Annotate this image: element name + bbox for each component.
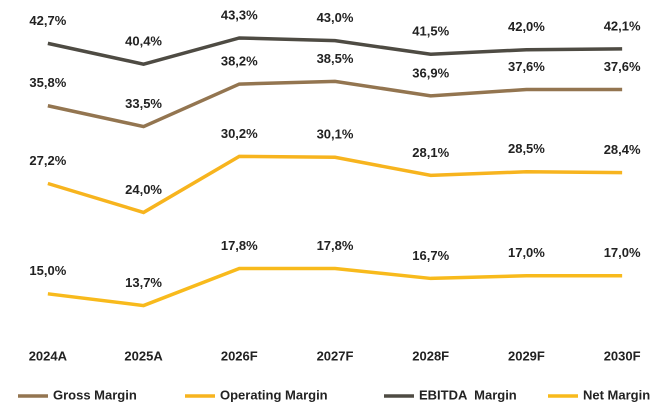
legend-label: EBITDA Margin xyxy=(419,387,517,402)
data-label: 30,1% xyxy=(317,127,354,142)
x-tick-label: 2026F xyxy=(221,348,258,363)
x-tick-label: 2028F xyxy=(412,348,449,363)
data-label: 38,5% xyxy=(317,51,354,66)
data-label: 17,0% xyxy=(604,245,641,260)
data-label: 36,9% xyxy=(412,65,449,80)
data-label: 28,4% xyxy=(604,142,641,157)
data-label: 17,8% xyxy=(317,238,354,253)
legend-label: Net Margin xyxy=(583,387,650,402)
series-line xyxy=(47,79,623,129)
data-label: 38,2% xyxy=(221,54,258,69)
x-tick-label: 2029F xyxy=(508,348,545,363)
x-tick-label: 2027F xyxy=(317,348,354,363)
data-label: 40,4% xyxy=(125,34,162,49)
data-label: 28,5% xyxy=(508,141,545,156)
data-label: 28,1% xyxy=(412,145,449,160)
data-label: 41,5% xyxy=(412,24,449,39)
data-label: 33,5% xyxy=(125,96,162,111)
x-tick-label: 2025A xyxy=(124,348,163,363)
x-tick-label: 2030F xyxy=(604,348,641,363)
data-label: 43,3% xyxy=(221,7,258,22)
data-label: 17,8% xyxy=(221,238,258,253)
series-line xyxy=(47,154,623,215)
legend-label: Gross Margin xyxy=(53,387,137,402)
data-label: 42,7% xyxy=(29,13,66,28)
data-label: 43,0% xyxy=(317,10,354,25)
x-tick-label: 2024A xyxy=(29,348,68,363)
data-label: 24,0% xyxy=(125,182,162,197)
legend-label: Operating Margin xyxy=(220,387,328,402)
data-label: 35,8% xyxy=(29,75,66,90)
series-line xyxy=(47,266,623,308)
series-line xyxy=(47,36,623,66)
data-label: 17,0% xyxy=(508,245,545,260)
data-label: 15,0% xyxy=(29,263,66,278)
data-label: 13,7% xyxy=(125,275,162,290)
data-label: 27,2% xyxy=(29,153,66,168)
data-label: 30,2% xyxy=(221,126,258,141)
data-label: 37,6% xyxy=(508,59,545,74)
data-label: 42,0% xyxy=(508,19,545,34)
data-label: 16,7% xyxy=(412,248,449,263)
data-label: 42,1% xyxy=(604,18,641,33)
data-label: 37,6% xyxy=(604,59,641,74)
